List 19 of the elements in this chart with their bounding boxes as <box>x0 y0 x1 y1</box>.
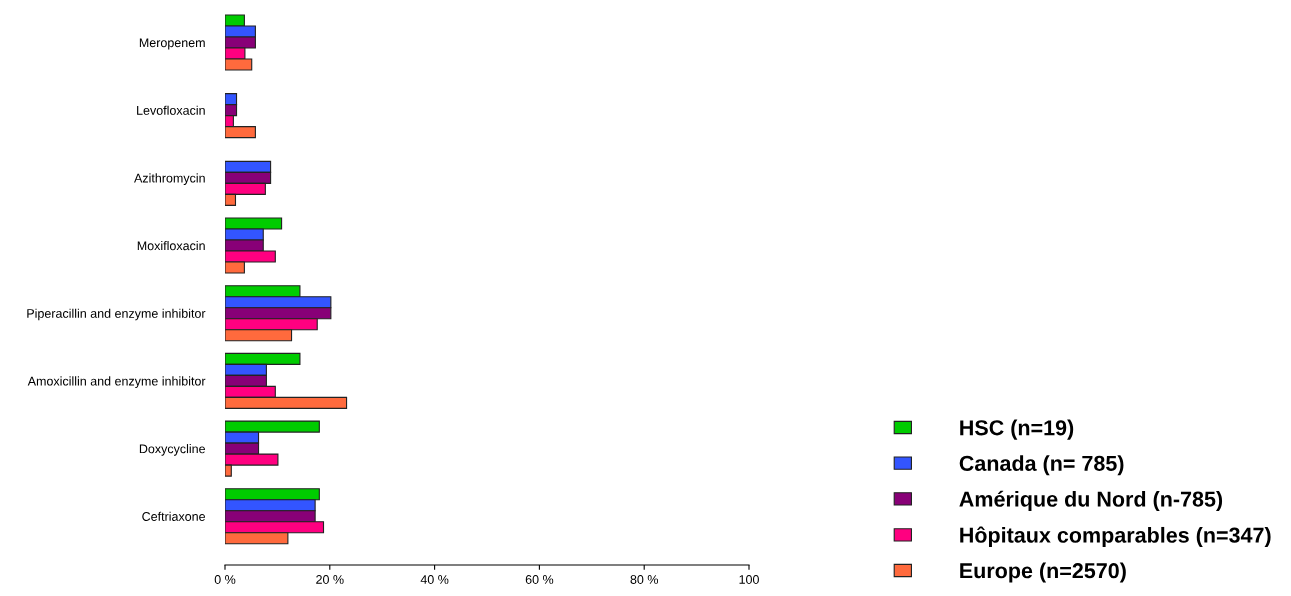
x-tick-label: 60 % <box>525 575 554 584</box>
x-tick-label: 0 % <box>214 575 236 584</box>
x-tick-label: 100 <box>739 575 759 584</box>
y-tick-label: Ceftriaxone <box>142 511 205 521</box>
legend-label: Europe (n=2570) <box>960 562 1126 583</box>
y-tick-label: Meropenem <box>139 38 205 50</box>
legend-label: HSC (n=19) <box>960 419 1074 440</box>
legend-label: Canada (n= 785) <box>959 455 1124 476</box>
y-tick-label: Amoxicillin and enzyme inhibitor <box>27 376 206 389</box>
legend-label: Amérique du Nord (n-785) <box>959 490 1223 511</box>
y-tick-label: Piperacillin and enzyme inhibitor <box>27 308 206 321</box>
y-tick-label: Levofloxacin <box>137 105 205 115</box>
y-tick-label: Moxifloxacin <box>137 241 205 251</box>
y-tick-label: Azithromycin <box>134 173 205 185</box>
legend-label: Hôpitaux comparables (n=347) <box>960 526 1271 548</box>
x-tick-label: 40 % <box>420 575 449 584</box>
x-tick-label: 80 % <box>630 575 658 584</box>
x-tick-label: 20 % <box>316 575 344 584</box>
y-tick-label: Doxycycline <box>139 444 205 456</box>
